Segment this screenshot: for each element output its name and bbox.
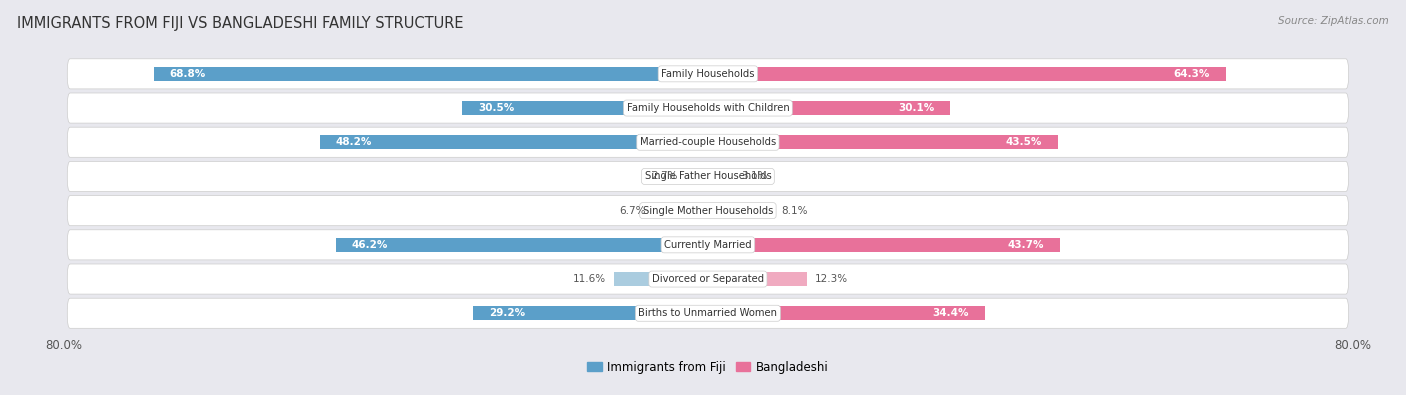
Text: Family Households with Children: Family Households with Children — [627, 103, 789, 113]
Text: 43.5%: 43.5% — [1005, 137, 1042, 147]
Bar — [336, 238, 707, 252]
Text: 34.4%: 34.4% — [932, 308, 969, 318]
Text: 11.6%: 11.6% — [574, 274, 606, 284]
Text: 30.5%: 30.5% — [478, 103, 515, 113]
Text: 8.1%: 8.1% — [782, 206, 808, 216]
Bar — [654, 203, 707, 218]
Text: Single Father Households: Single Father Households — [644, 171, 772, 181]
FancyBboxPatch shape — [67, 59, 1348, 89]
Bar — [472, 306, 707, 320]
Text: 3.1%: 3.1% — [741, 171, 768, 181]
Legend: Immigrants from Fiji, Bangladeshi: Immigrants from Fiji, Bangladeshi — [582, 356, 834, 378]
FancyBboxPatch shape — [67, 264, 1348, 294]
Text: Currently Married: Currently Married — [664, 240, 752, 250]
FancyBboxPatch shape — [67, 230, 1348, 260]
Text: 64.3%: 64.3% — [1174, 69, 1211, 79]
Text: Divorced or Separated: Divorced or Separated — [652, 274, 763, 284]
Text: Family Households: Family Households — [661, 69, 755, 79]
Bar — [707, 101, 950, 115]
FancyBboxPatch shape — [67, 162, 1348, 192]
Text: 29.2%: 29.2% — [489, 308, 524, 318]
Bar — [153, 67, 707, 81]
FancyBboxPatch shape — [67, 298, 1348, 328]
FancyBboxPatch shape — [67, 93, 1348, 123]
Text: 6.7%: 6.7% — [620, 206, 645, 216]
Bar — [707, 306, 986, 320]
Text: 43.7%: 43.7% — [1008, 240, 1043, 250]
Text: Married-couple Households: Married-couple Households — [640, 137, 776, 147]
Bar — [614, 272, 707, 286]
Bar — [686, 169, 707, 184]
Text: 12.3%: 12.3% — [815, 274, 848, 284]
FancyBboxPatch shape — [67, 196, 1348, 226]
Text: 2.7%: 2.7% — [651, 171, 678, 181]
Bar — [707, 67, 1226, 81]
Bar — [319, 135, 707, 149]
Bar — [463, 101, 707, 115]
Text: Source: ZipAtlas.com: Source: ZipAtlas.com — [1278, 16, 1389, 26]
Bar — [707, 135, 1059, 149]
Bar — [707, 272, 807, 286]
Text: Births to Unmarried Women: Births to Unmarried Women — [638, 308, 778, 318]
Text: 48.2%: 48.2% — [336, 137, 373, 147]
Bar — [707, 203, 773, 218]
Bar — [707, 238, 1060, 252]
FancyBboxPatch shape — [67, 127, 1348, 157]
Text: 46.2%: 46.2% — [352, 240, 388, 250]
Text: Single Mother Households: Single Mother Households — [643, 206, 773, 216]
Text: 68.8%: 68.8% — [170, 69, 205, 79]
Bar — [707, 169, 733, 184]
Text: 30.1%: 30.1% — [898, 103, 935, 113]
Text: IMMIGRANTS FROM FIJI VS BANGLADESHI FAMILY STRUCTURE: IMMIGRANTS FROM FIJI VS BANGLADESHI FAMI… — [17, 16, 464, 31]
